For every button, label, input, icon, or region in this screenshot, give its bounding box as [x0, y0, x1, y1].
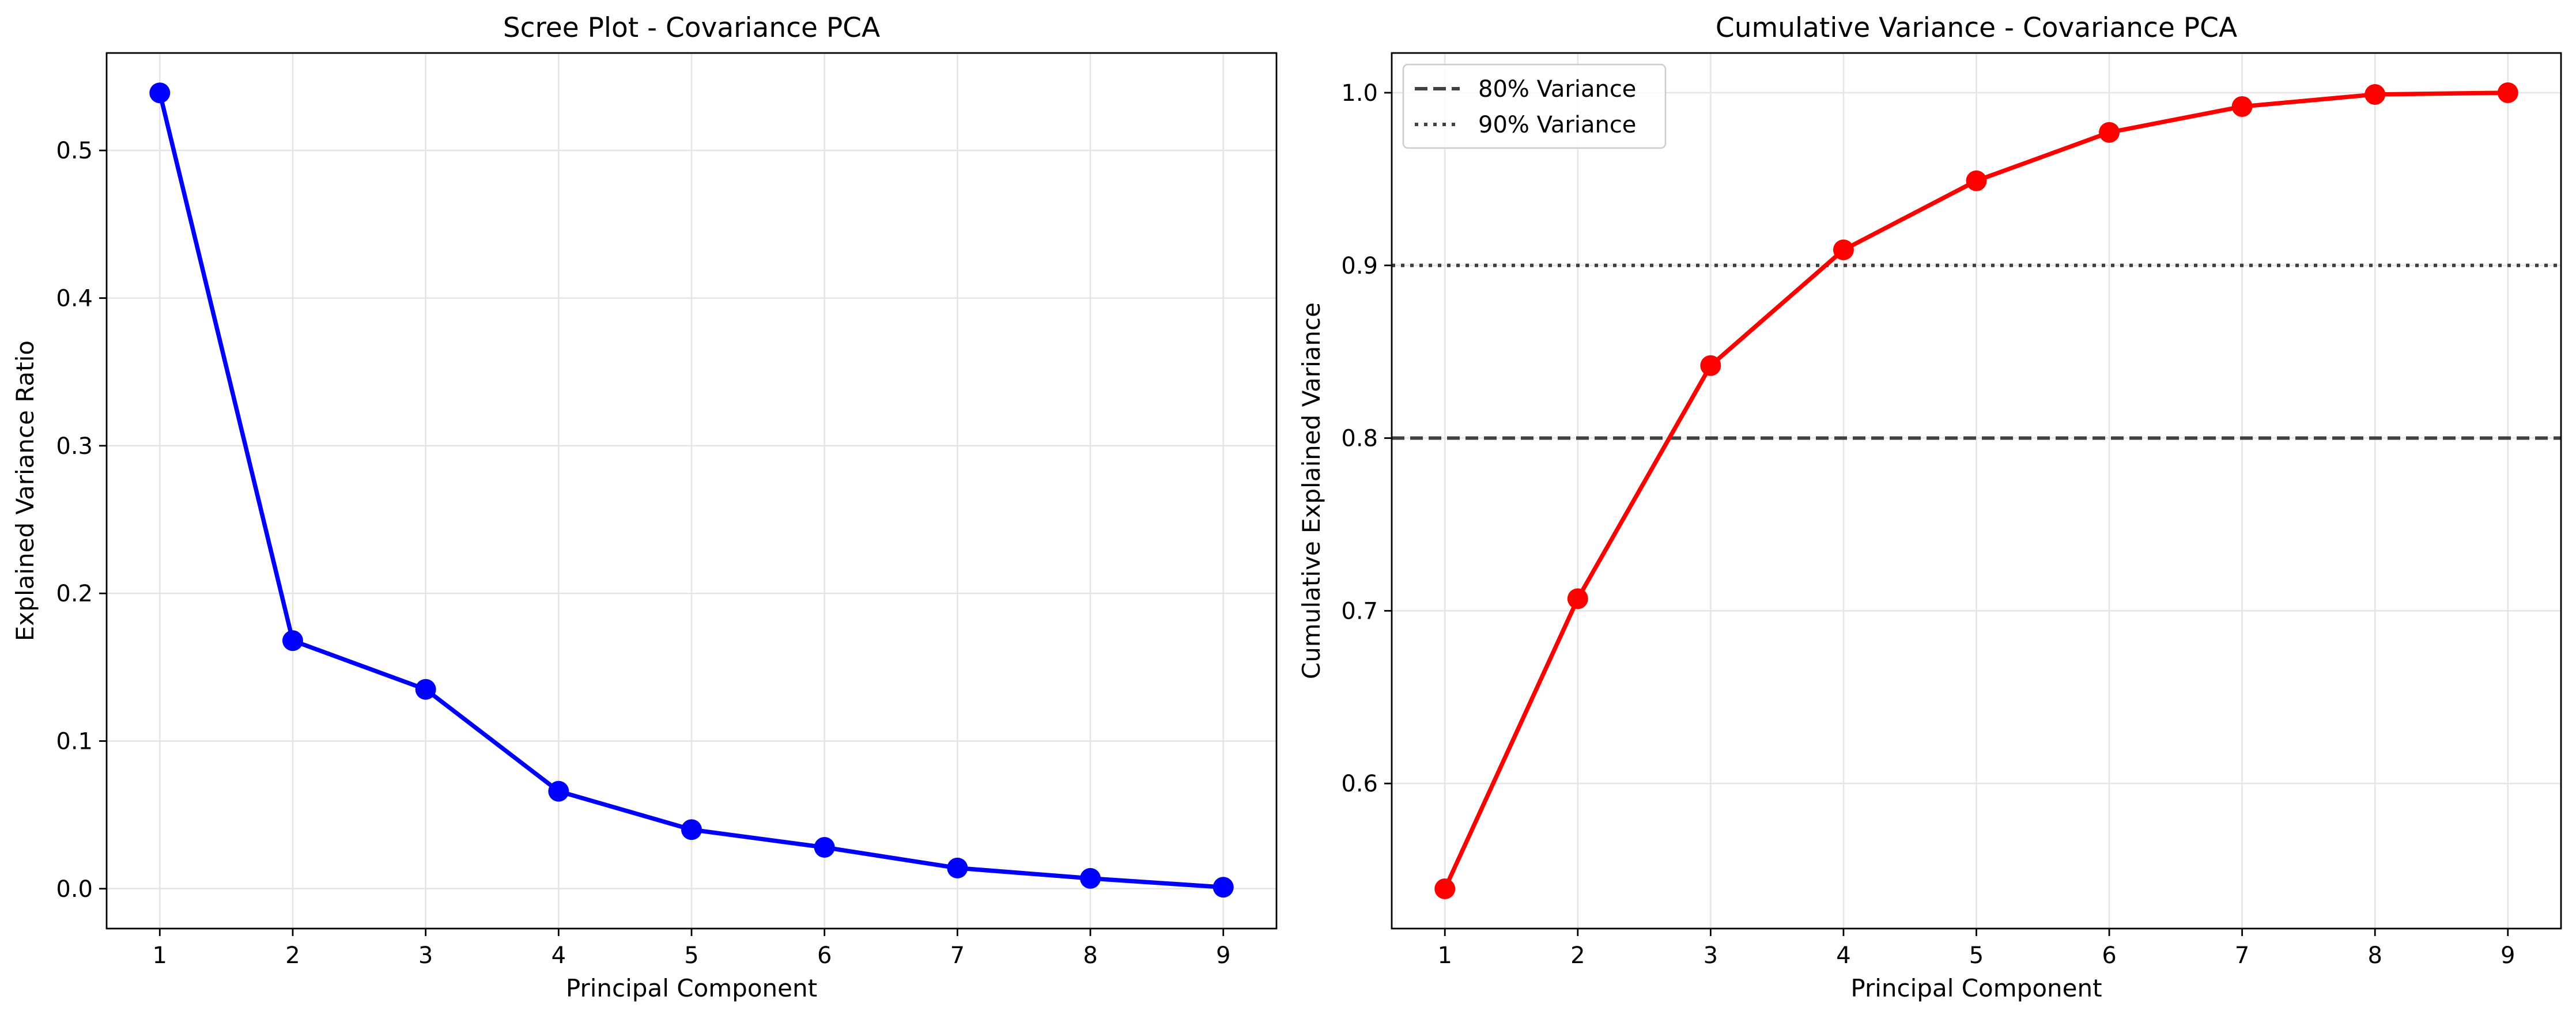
y-tick-label: 0.1	[56, 728, 93, 755]
legend-label: 80% Variance	[1478, 76, 1636, 103]
data-point	[149, 82, 171, 104]
y-tick-label: 0.2	[56, 581, 93, 607]
data-point	[2099, 122, 2120, 143]
data-point	[1080, 868, 1101, 889]
data-point	[2497, 82, 2518, 103]
data-point	[1434, 878, 1456, 900]
x-tick-label: 7	[2235, 942, 2249, 969]
data-point	[681, 819, 702, 840]
data-point	[1966, 170, 1987, 191]
y-axis-label: Cumulative Explained Variance	[1297, 302, 1325, 679]
x-tick-label: 1	[153, 942, 167, 969]
x-tick-label: 9	[2501, 942, 2515, 969]
x-tick-label: 8	[2367, 942, 2382, 969]
data-point	[1213, 877, 1234, 898]
legend-label: 90% Variance	[1478, 112, 1636, 138]
y-tick-label: 0.7	[1341, 598, 1378, 624]
y-tick-label: 1.0	[1341, 80, 1378, 107]
x-tick-label: 6	[2102, 942, 2116, 969]
x-tick-label: 3	[1704, 942, 1718, 969]
chart-title: Scree Plot - Covariance PCA	[503, 12, 880, 44]
y-tick-label: 0.8	[1341, 426, 1378, 452]
x-tick-label: 3	[418, 942, 433, 969]
x-tick-label: 9	[1216, 942, 1230, 969]
data-point	[1700, 355, 1721, 376]
x-tick-label: 1	[1438, 942, 1452, 969]
y-tick-label: 0.0	[56, 876, 93, 903]
y-tick-label: 0.5	[56, 138, 93, 164]
x-axis-label: Principal Component	[1850, 974, 2102, 1002]
y-axis-label: Explained Variance Ratio	[11, 340, 39, 641]
data-point	[282, 630, 303, 651]
data-point	[1833, 239, 1854, 260]
y-tick-label: 0.6	[1341, 771, 1378, 797]
x-tick-label: 5	[684, 942, 698, 969]
data-point	[2365, 84, 2386, 105]
y-tick-label: 0.4	[56, 285, 93, 312]
x-tick-label: 4	[552, 942, 566, 969]
data-point	[548, 781, 569, 802]
x-tick-label: 6	[817, 942, 832, 969]
data-point	[1567, 588, 1588, 609]
legend-box	[1402, 63, 1667, 149]
chart-title: Cumulative Variance - Covariance PCA	[1716, 12, 2237, 44]
y-tick-label: 0.9	[1341, 253, 1378, 279]
x-tick-label: 4	[1836, 942, 1850, 969]
x-tick-label: 8	[1083, 942, 1097, 969]
x-tick-label: 2	[285, 942, 300, 969]
x-tick-label: 5	[1969, 942, 1984, 969]
x-axis-label: Principal Component	[566, 974, 817, 1002]
x-tick-label: 7	[950, 942, 965, 969]
cumulative-variance-panel: 1 2 3 4 5 6 7 8 9 0.6 0.7 0.8 0.9 1.0 Cumulative Varia…	[1297, 12, 2562, 1002]
data-point	[947, 857, 968, 878]
scree-plot-panel: 1 2 3 4 5 6 7 8 9 0.0 0.1 0.2 0.3 0.4 0.5 Scree Plot - …	[11, 12, 1278, 1002]
data-point	[814, 837, 835, 858]
data-point	[415, 679, 436, 700]
y-tick-label: 0.3	[56, 433, 93, 460]
x-tick-label: 2	[1570, 942, 1585, 969]
data-point	[2231, 96, 2253, 117]
